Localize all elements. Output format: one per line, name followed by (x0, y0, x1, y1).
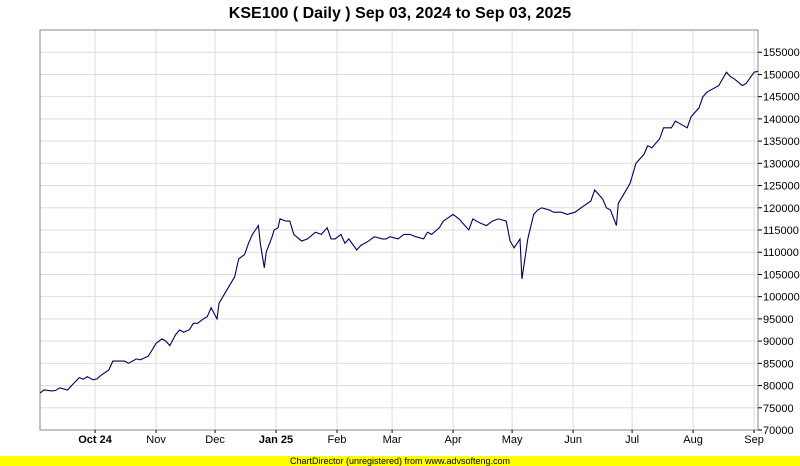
y-tick-label: 125000 (763, 181, 800, 193)
y-tick-label: 135000 (763, 136, 800, 148)
y-tick-label: 150000 (763, 69, 800, 81)
x-tick-label: Jan 25 (259, 434, 293, 446)
y-tick-label: 140000 (763, 114, 800, 126)
x-tick-label: Feb (328, 434, 347, 446)
footer-bar (0, 456, 800, 466)
y-tick-label: 70000 (763, 425, 794, 437)
x-tick-label: Nov (146, 434, 166, 446)
y-tick-label: 120000 (763, 203, 800, 215)
x-tick-label: Jul (625, 434, 639, 446)
x-tick-label: Oct 24 (78, 434, 113, 446)
x-tick-label: May (502, 434, 523, 446)
footer-text: ChartDirector (unregistered) from www.ad… (290, 456, 510, 466)
y-axis: 70000 75000 80000 85000 90000 95000 100000 1050… (758, 47, 800, 437)
grid (40, 30, 758, 431)
x-tick-label: Dec (205, 434, 225, 446)
y-tick-label: 80000 (763, 381, 794, 393)
chart-title: KSE100 ( Daily ) Sep 03, 2024 to Sep 03,… (229, 5, 572, 22)
x-tick-label: Apr (445, 434, 462, 446)
y-tick-label: 145000 (763, 92, 800, 104)
series-line (39, 70, 759, 394)
y-tick-label: 100000 (763, 292, 800, 304)
y-tick-label: 105000 (763, 269, 800, 281)
y-tick-label: 110000 (763, 247, 799, 259)
y-tick-label: 90000 (763, 336, 794, 348)
y-tick-label: 155000 (763, 47, 800, 59)
x-axis: Oct 24 Nov Dec Jan 25 Feb Mar Apr May Jun Jul Aug S… (78, 430, 764, 446)
x-tick-label: Mar (383, 434, 402, 446)
y-tick-label: 75000 (763, 403, 794, 415)
y-tick-label: 95000 (763, 314, 794, 326)
y-tick-label: 130000 (763, 158, 800, 170)
x-tick-label: Jun (564, 434, 582, 446)
x-tick-label: Sep (744, 434, 764, 446)
y-tick-label: 85000 (763, 358, 794, 370)
y-tick-label: 115000 (763, 225, 799, 237)
x-tick-label: Aug (683, 434, 703, 446)
